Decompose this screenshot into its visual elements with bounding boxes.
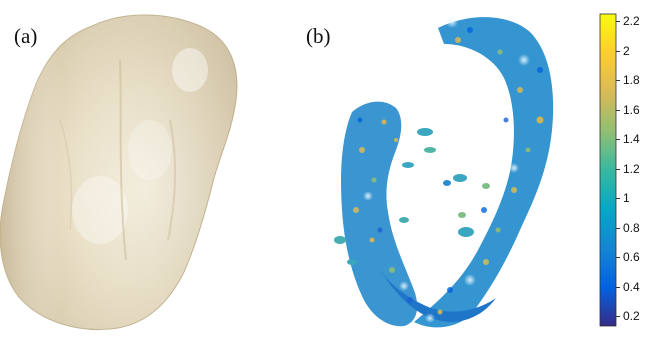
colorbar-tick-mark: [616, 198, 620, 199]
colorbar-tick-label: 1.6: [623, 102, 640, 117]
colorbar-tick-mark: [616, 139, 620, 140]
colorbar-tick-mark: [616, 168, 620, 170]
colorbar-tick-mark: [616, 316, 620, 317]
colorbar-tick-label: 0.4: [623, 279, 640, 294]
colorbar-tick-label: 0.6: [623, 250, 640, 264]
colorbar-tick-mark: [616, 286, 620, 288]
colorbar-tick-label: 1.4: [623, 132, 640, 146]
colorbar-tick-label: 2: [623, 43, 630, 58]
colorbar-tick-label: 2.2: [623, 14, 640, 28]
colorbar: [599, 13, 617, 327]
colorbar-tick-mark: [616, 257, 620, 258]
colorbar-gradient: [599, 13, 617, 327]
colorbar-tick-mark: [616, 109, 620, 111]
colorbar-tick-label: 1: [623, 191, 630, 205]
panel-a-label: (a): [14, 24, 38, 48]
colorbar-tick-label: 1.2: [623, 161, 640, 176]
colorbar-tick-label: 0.8: [623, 220, 640, 235]
colorbar-tick-label: 1.8: [623, 73, 640, 87]
colorbar-tick-mark: [616, 21, 620, 22]
colorbar-tick-mark: [616, 80, 620, 81]
panel-a-surface: [0, 14, 238, 331]
panel-b-heatmap-shell: [334, 16, 554, 328]
panel-b-label: (b): [306, 24, 331, 48]
colorbar-tick-mark: [616, 50, 620, 52]
colorbar-tick-mark: [616, 227, 620, 229]
colorbar-tick-label: 0.2: [623, 309, 640, 323]
